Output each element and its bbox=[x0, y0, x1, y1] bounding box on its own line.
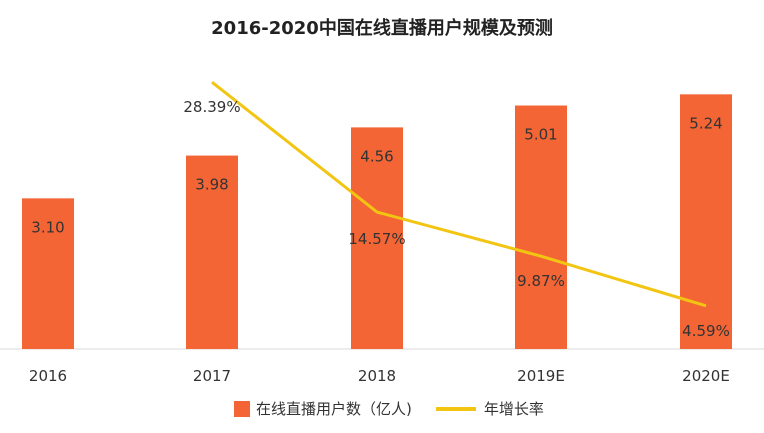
bar-2017 bbox=[186, 155, 238, 349]
bar-value-label-2016: 3.10 bbox=[31, 218, 64, 236]
bar-value-label-2019E: 5.01 bbox=[524, 126, 557, 144]
legend-line-label: 年增长率 bbox=[483, 400, 544, 418]
bar-2018 bbox=[351, 127, 403, 349]
growth-value-label-2018: 14.57% bbox=[348, 230, 405, 248]
legend-item-bar: 在线直播用户数（亿人) bbox=[234, 398, 412, 419]
bar-value-label-2017: 3.98 bbox=[195, 176, 228, 194]
growth-value-label-2019E: 9.87% bbox=[517, 272, 565, 290]
legend-bar-swatch bbox=[234, 400, 250, 417]
growth-line bbox=[211, 80, 707, 308]
chart-legend: 在线直播用户数（亿人) 年增长率 bbox=[234, 398, 568, 419]
x-tick-label-2016: 2016 bbox=[29, 367, 67, 385]
chart-title: 2016-2020中国在线直播用户规模及预测 bbox=[211, 18, 553, 39]
legend-item-line: 年增长率 bbox=[435, 398, 544, 419]
bar-value-label-2018: 4.56 bbox=[360, 147, 393, 165]
bar-2020E bbox=[680, 94, 732, 349]
bar-value-label-2020E: 5.24 bbox=[689, 114, 722, 132]
legend-line-swatch bbox=[435, 406, 476, 411]
x-tick-label-2017: 2017 bbox=[193, 367, 231, 385]
bar-2016 bbox=[22, 198, 74, 349]
x-tick-label-2020E: 2020E bbox=[682, 367, 730, 385]
legend-bar-label: 在线直播用户数（亿人) bbox=[256, 400, 412, 418]
bar-2019E bbox=[515, 105, 567, 349]
x-tick-label-2019E: 2019E bbox=[517, 367, 565, 385]
growth-value-label-2020E: 4.59% bbox=[682, 322, 730, 340]
growth-value-label-2017: 28.39% bbox=[183, 98, 240, 116]
x-tick-label-2018: 2018 bbox=[358, 367, 396, 385]
